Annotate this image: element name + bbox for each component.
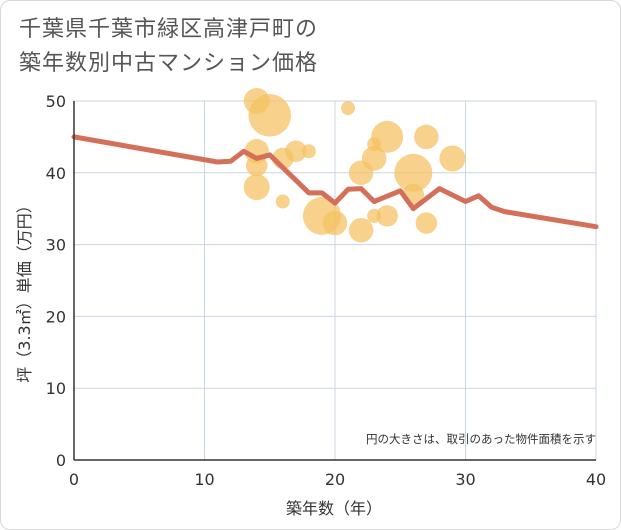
bubble-15 [361, 146, 387, 171]
y-tick-label-10: 10 [46, 379, 66, 398]
bubble-4 [243, 174, 270, 201]
trend-line [71, 134, 599, 230]
bubble-3 [245, 154, 268, 177]
bubble-7 [285, 140, 307, 163]
x-tick-label-20: 20 [325, 470, 345, 489]
bubble-18 [376, 205, 398, 227]
x-tick-label-30: 30 [455, 470, 475, 489]
chart-title-line-1: 千葉県千葉市緑区高津戸町の [19, 17, 319, 42]
y-axis-label: 坪（3.3㎡）単価（万円） [15, 197, 34, 382]
y-tick-label-30: 30 [46, 236, 66, 255]
bubble-8 [301, 144, 316, 159]
grid-lines [73, 100, 597, 461]
bubble-10 [322, 210, 348, 236]
chart-title-line-2: 築年数別中古マンション価格 [19, 51, 319, 76]
bubble-13 [348, 217, 374, 243]
x-tick-label-0: 0 [69, 470, 79, 489]
bubble-23 [439, 145, 466, 172]
bubble-17 [371, 120, 404, 153]
x-tick-label-40: 40 [586, 470, 606, 489]
bubble-21 [414, 124, 439, 150]
y-tick-label-0: 0 [56, 451, 66, 470]
bubble-6 [275, 194, 290, 209]
y-tick-label-50: 50 [46, 92, 66, 111]
x-axis-label: 築年数（年） [286, 499, 382, 518]
y-tick-label-20: 20 [46, 307, 66, 326]
bubble-22 [415, 212, 438, 234]
bubble-1 [248, 94, 291, 137]
bubble-19 [394, 153, 433, 192]
bubble-size-note: 円の大きさは、取引のあった物件面積を示す [366, 432, 596, 446]
bubbles [243, 88, 466, 243]
x-tick-label-10: 10 [194, 470, 214, 489]
axes: 0 10 20 30 40 0 10 20 30 40 50 [46, 92, 607, 489]
y-tick-label-40: 40 [46, 164, 66, 183]
bubble-11 [341, 101, 356, 116]
trend-series [71, 134, 599, 230]
chart-title: 千葉県千葉市緑区高津戸町の 築年数別中古マンション価格 [19, 13, 318, 81]
